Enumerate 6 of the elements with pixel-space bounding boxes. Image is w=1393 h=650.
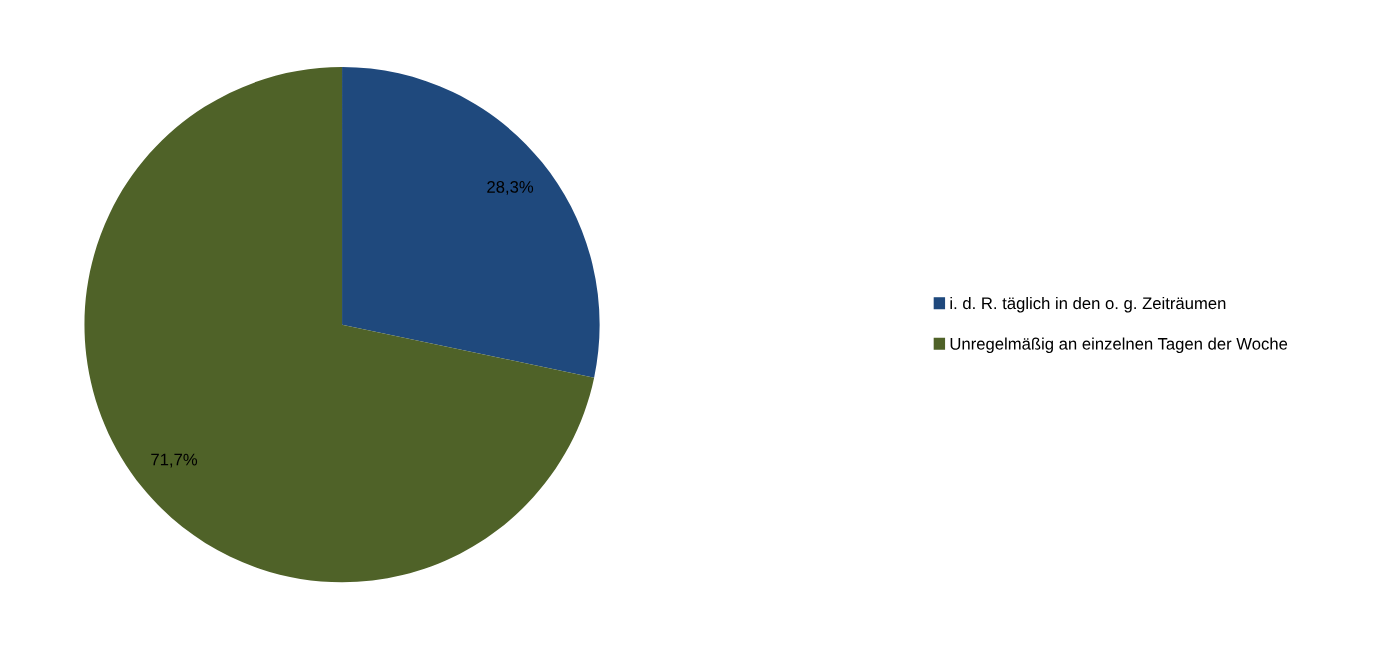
legend-label: Unregelmäßig an einzelnen Tagen der Woche [950,337,1288,354]
legend-label: i. d. R. täglich in den o. g. Zeiträumen [950,296,1226,313]
data-label: 28,3% [487,181,534,195]
data-label: 71,7% [151,453,198,468]
pie-slice [84,67,595,583]
pie-slice [342,67,600,378]
